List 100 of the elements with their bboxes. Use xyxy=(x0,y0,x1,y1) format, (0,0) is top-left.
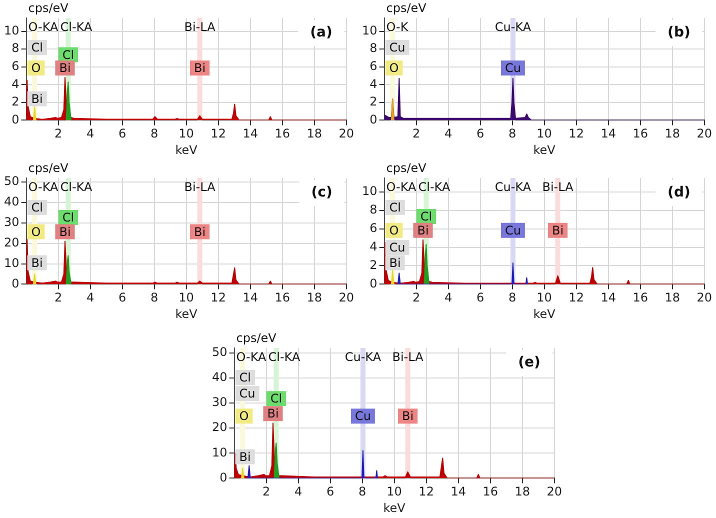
x-tick-label: 18 xyxy=(664,290,680,305)
x-tick-label: 2 xyxy=(262,484,270,499)
x-axis-title: keV xyxy=(533,306,556,321)
annotation: Cu xyxy=(239,386,256,401)
annotation: O xyxy=(389,224,399,238)
y-tick-label: 2 xyxy=(12,94,20,109)
text: (e) xyxy=(518,354,540,371)
x-tick-label: 16 xyxy=(632,126,648,141)
y-tick-label: 0 xyxy=(12,276,20,290)
y-axis-title: cps/eV xyxy=(386,1,428,16)
annotation: O xyxy=(389,61,399,76)
y-tick-label: 20 xyxy=(212,420,228,434)
y-tick-label: 0 xyxy=(370,112,378,126)
x-tick-label: 10 xyxy=(178,290,194,305)
x-tick-label: 6 xyxy=(476,290,484,305)
annotation: Cl xyxy=(31,200,43,215)
ref-line-label: O-K xyxy=(386,20,410,34)
ref-line-label: Cl-KA xyxy=(418,180,451,194)
x-tick-label: 10 xyxy=(178,126,194,141)
annotation: Bi xyxy=(239,450,251,464)
annotation: Bi xyxy=(194,61,206,76)
x-tick-label: 2 xyxy=(54,290,62,305)
y-tick-label: 8 xyxy=(12,41,20,56)
x-tick-label: 18 xyxy=(664,126,680,141)
annotation: Bi xyxy=(417,224,429,238)
annotation: Cl xyxy=(62,210,74,225)
annotation: O xyxy=(31,224,41,239)
y-tick-label: 40 xyxy=(4,194,20,209)
x-tick-label: 14 xyxy=(600,290,616,305)
x-axis-title: keV xyxy=(383,500,406,515)
ref-line-label: O-KA xyxy=(28,20,60,34)
x-tick-label: 4 xyxy=(294,484,302,499)
annotation: Bi xyxy=(31,256,43,270)
ref-line-label: Cl-KA xyxy=(60,180,93,194)
annotation: Cl xyxy=(31,40,43,55)
annotation: Cl xyxy=(62,48,74,62)
annotation: Bi xyxy=(552,224,564,238)
x-tick-label: 4 xyxy=(444,290,452,305)
y-tick-label: 8 xyxy=(370,41,378,56)
y-axis-title: cps/eV xyxy=(386,161,428,176)
annotation: O xyxy=(31,61,41,76)
text: (a) xyxy=(310,24,332,41)
x-tick-label: 6 xyxy=(118,290,126,305)
x-tick-label: 10 xyxy=(536,126,552,141)
y-tick-label: 40 xyxy=(212,370,228,384)
y-tick-label: 30 xyxy=(212,395,228,410)
y-tick-label: 6 xyxy=(12,59,20,74)
y-axis-title: cps/eV xyxy=(236,331,278,346)
x-tick-label: 12 xyxy=(568,290,584,305)
x-axis-title: keV xyxy=(175,142,198,157)
y-axis-title: cps/eV xyxy=(28,161,70,176)
y-tick-label: 20 xyxy=(4,235,20,250)
y-tick-label: 10 xyxy=(362,184,378,198)
ref-line-label: Bi-LA xyxy=(392,350,424,364)
x-tick-label: 8 xyxy=(508,290,516,305)
y-tick-label: 50 xyxy=(4,174,20,188)
ref-line-label: Bi-LA xyxy=(542,180,574,194)
ref-line-label: Cu-KA xyxy=(344,350,382,364)
y-tick-label: 6 xyxy=(370,59,378,74)
annotation: Bi xyxy=(402,409,414,424)
text: (c) xyxy=(311,184,332,201)
annotation: Bi xyxy=(31,92,43,106)
x-tick-label: 2 xyxy=(412,290,420,305)
y-tick-label: 6 xyxy=(370,220,378,235)
annotation: Bi xyxy=(194,224,206,239)
annotation: Cl xyxy=(239,370,251,385)
y-tick-label: 50 xyxy=(212,345,228,360)
y-tick-label: 0 xyxy=(370,276,378,290)
y-tick-label: 8 xyxy=(370,202,378,216)
x-tick-label: 20 xyxy=(696,290,712,305)
y-tick-label: 4 xyxy=(370,239,378,254)
ref-line-label: O-KA xyxy=(236,350,268,364)
x-tick-label: 12 xyxy=(210,126,226,141)
annotation: Cu xyxy=(389,40,406,55)
ref-line-label: Bi-LA xyxy=(184,20,216,34)
x-tick-label: 20 xyxy=(338,290,354,305)
ref-line-label: O-KA xyxy=(386,180,418,194)
x-tick-label: 6 xyxy=(118,126,126,141)
annotation: Bi xyxy=(59,224,71,239)
x-tick-label: 16 xyxy=(274,126,290,141)
x-tick-label: 4 xyxy=(444,126,452,141)
x-tick-label: 16 xyxy=(482,484,498,499)
x-tick-label: 8 xyxy=(508,126,516,141)
annotation: O xyxy=(239,409,249,424)
ref-line-label: Bi-LA xyxy=(184,180,216,194)
annotation: Bi xyxy=(59,61,71,76)
x-tick-label: 10 xyxy=(536,290,552,305)
x-tick-label: 12 xyxy=(568,126,584,141)
x-tick-label: 14 xyxy=(450,484,466,499)
y-tick-label: 4 xyxy=(370,76,378,91)
annotation: Cl xyxy=(270,392,282,406)
ref-line-label: Cl-KA xyxy=(60,20,93,34)
x-tick-label: 20 xyxy=(338,126,354,141)
annotation: Cu xyxy=(504,224,521,238)
y-tick-label: 10 xyxy=(4,256,20,270)
x-tick-label: 2 xyxy=(54,126,62,141)
y-axis-title: cps/eV xyxy=(28,1,70,16)
ref-line-label: Cu-KA xyxy=(494,20,532,34)
x-tick-label: 12 xyxy=(418,484,434,499)
x-tick-label: 20 xyxy=(546,484,562,499)
